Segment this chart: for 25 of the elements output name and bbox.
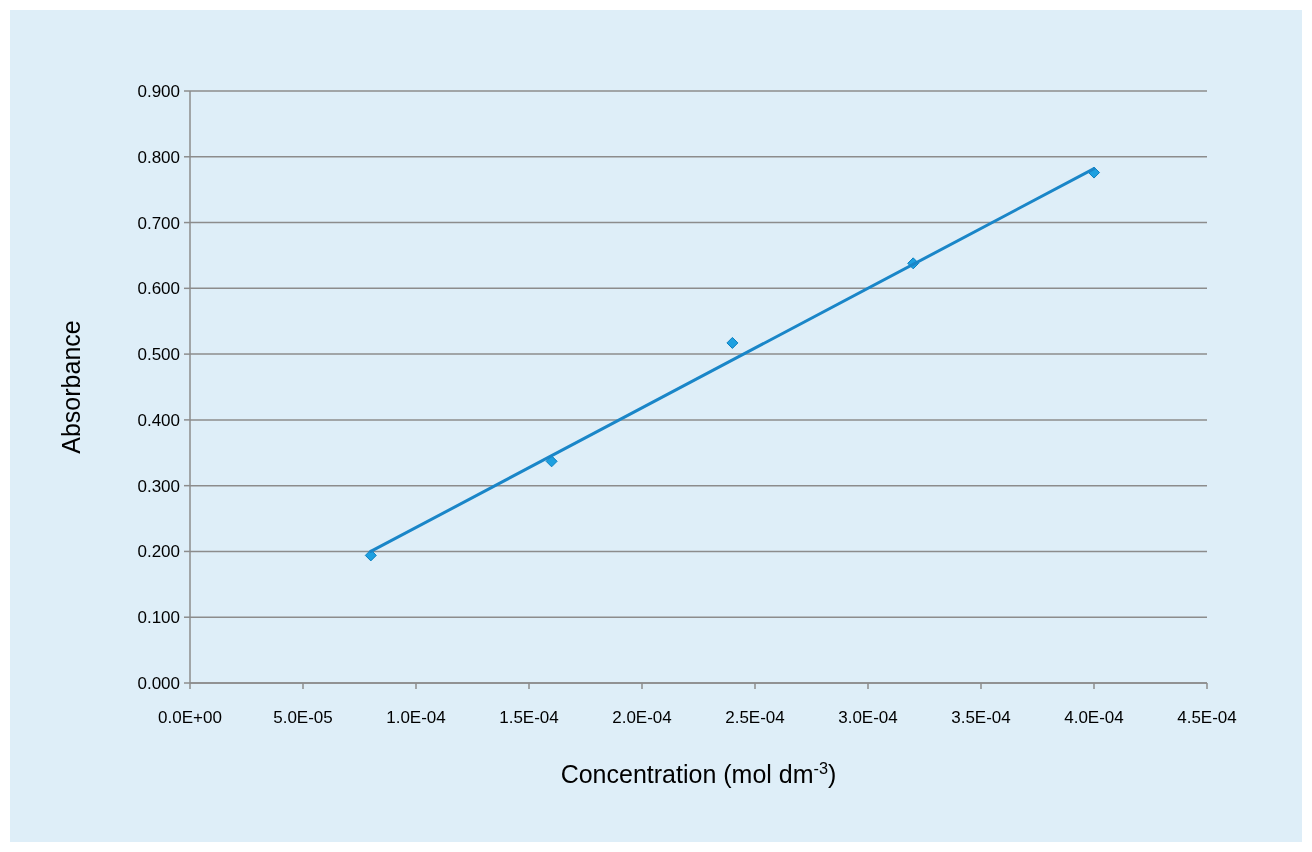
y-tick-label: 0.900 (137, 81, 180, 101)
y-tick-label: 0.400 (137, 410, 180, 430)
y-tick-label: 0.200 (137, 542, 180, 562)
x-tick-label: 1.0E-04 (386, 708, 446, 727)
x-tick-label: 2.0E-04 (612, 708, 672, 727)
y-tick-label: 0.300 (137, 476, 180, 496)
y-tick-label: 0.500 (137, 345, 180, 365)
y-tick-label: 0.000 (137, 673, 180, 693)
y-tick-label: 0.700 (137, 213, 180, 233)
x-tick-label: 2.5E-04 (725, 708, 785, 727)
x-tick-label: 5.0E-05 (273, 708, 333, 727)
x-tick-label: 0.0E+00 (158, 708, 222, 727)
y-tick-label: 0.100 (137, 608, 180, 628)
x-tick-label: 1.5E-04 (499, 708, 559, 727)
x-tick-label: 4.0E-04 (1064, 708, 1124, 727)
x-tick-label: 3.5E-04 (951, 708, 1011, 727)
point (364, 549, 377, 562)
y-axis-title: Absorbance (57, 320, 85, 454)
x-tick-label: 3.0E-04 (838, 708, 898, 727)
point (545, 455, 558, 468)
point (726, 336, 739, 349)
x-tick-label: 4.5E-04 (1177, 708, 1237, 727)
x-axis-title: Concentration (mol dm$^{-3}$) (560, 759, 837, 788)
y-tick-label: 0.600 (137, 279, 180, 299)
y-tick-label: 0.800 (137, 147, 180, 167)
